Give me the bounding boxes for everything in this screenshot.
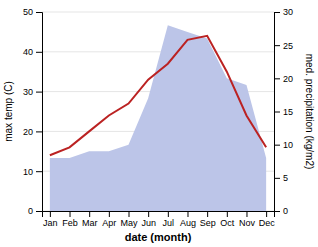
tick-mark (274, 112, 280, 113)
tick-label: Nov (239, 218, 256, 228)
tick-label: 0 (28, 206, 33, 216)
tick-mark (36, 92, 42, 93)
tick-label: 5 (283, 173, 288, 183)
tick: 10 (274, 140, 293, 150)
tick-label: May (121, 218, 139, 228)
tick-mark (50, 211, 51, 217)
tick-label: Jul (163, 218, 175, 228)
tick: 50 (23, 7, 42, 17)
grid-line (42, 12, 274, 13)
tick-mark (109, 211, 110, 217)
tick: Jun (141, 211, 156, 228)
tick: Oct (220, 211, 235, 228)
tick-label: 0 (283, 206, 288, 216)
tick: Mar (82, 211, 98, 228)
tick: May (121, 211, 139, 228)
tick-mark (227, 211, 228, 217)
tick-label: Jan (43, 218, 58, 228)
tick-label: 20 (23, 127, 33, 137)
y-axis: 0 10 20 30 40 50 (23, 7, 43, 216)
tick-label: 30 (23, 87, 33, 97)
tick: Dec (259, 211, 276, 228)
tick: 25 (274, 41, 293, 51)
tick-mark (148, 211, 149, 217)
tick: Aug (180, 211, 196, 228)
tick-label: Jun (141, 218, 156, 228)
tick: 40 (23, 47, 42, 57)
line (50, 36, 266, 155)
tick: 5 (274, 173, 288, 183)
axis-line (43, 212, 275, 218)
tick-label: Apr (102, 218, 116, 228)
tick: Jan (43, 211, 58, 228)
y-axis-title: max temp (C) (3, 81, 14, 142)
tick-label: Aug (180, 218, 196, 228)
tick-label: 25 (283, 41, 293, 51)
tick-mark (168, 211, 169, 217)
tick-label: Oct (220, 218, 235, 228)
tick-mark (187, 211, 188, 217)
tick: 20 (274, 74, 293, 84)
tick-label: 50 (23, 7, 33, 17)
tick-mark (246, 211, 247, 217)
tick-label: 10 (23, 167, 33, 177)
tick: 30 (274, 7, 293, 17)
tick: 20 (23, 127, 42, 137)
tick-label: Sep (200, 218, 216, 228)
tick-mark (129, 211, 130, 217)
tick-label: 30 (283, 7, 293, 17)
tick-mark (274, 45, 280, 46)
tick-mark (36, 12, 42, 13)
tick-mark (36, 171, 42, 172)
axis-line (275, 13, 281, 212)
tick: Sep (200, 211, 216, 228)
tick: 30 (23, 87, 42, 97)
chart: Jan Feb Mar Apr MayJun Jul Aug Sep Oct NovDec 0 10 2… (0, 0, 318, 247)
grid (42, 12, 274, 211)
tick: Nov (239, 211, 256, 228)
tick-label: 10 (283, 140, 293, 150)
tick: Jul (163, 211, 175, 228)
marks (50, 25, 266, 211)
tick-label: 40 (23, 47, 33, 57)
y2-axis-title: med. precipitation (kg/m2) (304, 54, 315, 170)
tick-label: Dec (259, 218, 276, 228)
x-axis: Jan Feb Mar Apr MayJun Jul Aug Sep Oct NovDec (43, 211, 276, 228)
axis-line (36, 13, 43, 212)
tick-mark (207, 211, 208, 217)
tick-mark (36, 131, 42, 132)
tick-mark (274, 145, 280, 146)
grid-line (42, 51, 274, 52)
tick: 10 (23, 167, 42, 177)
tick-mark (36, 52, 42, 53)
tick-label: 20 (283, 74, 293, 84)
tick-mark (266, 211, 267, 217)
tick-mark (274, 211, 280, 212)
tick-mark (274, 12, 280, 13)
chart-container: Jan Feb Mar Apr MayJun Jul Aug Sep Oct NovDec 0 10 2… (0, 0, 318, 247)
tick: 0 (274, 206, 288, 216)
y2-axis: 0 5 10 15 20 25 30 (274, 7, 293, 216)
x-axis-title: date (month) (125, 231, 192, 243)
tick: 15 (274, 107, 293, 117)
tick-mark (274, 178, 280, 179)
tick-mark (36, 211, 42, 212)
tick: Apr (102, 211, 116, 228)
tick: Feb (62, 211, 78, 228)
plot: Jan Feb Mar Apr MayJun Jul Aug Sep Oct NovDec 0 10 2… (3, 7, 315, 243)
area (50, 25, 266, 211)
tick-label: Feb (62, 218, 78, 228)
tick-label: 15 (283, 107, 293, 117)
tick-mark (274, 78, 280, 79)
tick-mark (89, 211, 90, 217)
tick-mark (70, 211, 71, 217)
tick-label: Mar (82, 218, 98, 228)
tick: 0 (28, 206, 42, 216)
